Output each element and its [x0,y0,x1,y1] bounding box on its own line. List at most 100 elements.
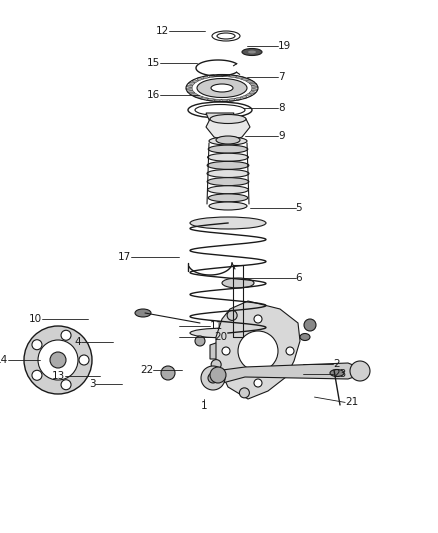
Polygon shape [186,85,193,88]
Polygon shape [229,75,238,78]
Circle shape [32,340,42,350]
Text: 4: 4 [74,337,81,347]
Polygon shape [249,83,257,85]
Circle shape [238,331,278,371]
Ellipse shape [208,185,248,194]
Text: 17: 17 [118,252,131,262]
Polygon shape [249,91,256,94]
Circle shape [210,367,226,383]
Ellipse shape [208,194,248,202]
Polygon shape [243,337,266,359]
Ellipse shape [190,217,266,229]
Text: 3: 3 [89,379,95,389]
Circle shape [38,340,78,380]
Ellipse shape [216,136,240,144]
Polygon shape [190,93,198,95]
Circle shape [254,379,262,387]
Bar [227,323,249,363]
Text: 10: 10 [28,314,42,324]
Ellipse shape [207,161,249,169]
Ellipse shape [242,49,262,55]
Circle shape [208,373,218,383]
Circle shape [50,352,66,368]
Polygon shape [210,337,233,359]
Polygon shape [251,85,258,88]
Circle shape [222,347,230,355]
Circle shape [24,326,92,394]
Polygon shape [187,91,195,93]
Ellipse shape [222,278,254,288]
Circle shape [61,330,71,340]
Text: 23: 23 [333,369,346,379]
Circle shape [79,355,89,365]
Text: 9: 9 [278,131,285,141]
Text: 12: 12 [155,26,169,36]
Text: 16: 16 [147,90,160,100]
Text: 15: 15 [147,58,160,68]
Text: 21: 21 [345,398,358,407]
Text: 8: 8 [278,103,285,112]
Polygon shape [229,98,235,101]
Polygon shape [245,93,252,96]
Circle shape [161,366,175,380]
Polygon shape [188,82,195,85]
Polygon shape [235,97,241,100]
Ellipse shape [209,202,247,210]
Text: 22: 22 [140,366,153,375]
Text: 5: 5 [296,203,302,213]
Polygon shape [186,88,193,91]
Circle shape [350,361,370,381]
Ellipse shape [210,115,246,124]
Circle shape [61,379,71,390]
Polygon shape [245,80,254,83]
Ellipse shape [212,31,240,41]
Polygon shape [222,75,230,77]
Circle shape [211,360,221,369]
Text: 11: 11 [210,321,223,331]
Text: 7: 7 [278,72,285,82]
Polygon shape [203,76,209,79]
Text: 6: 6 [296,273,302,283]
Ellipse shape [211,84,233,92]
Ellipse shape [208,154,248,161]
Ellipse shape [197,78,247,98]
Circle shape [195,336,205,346]
Polygon shape [197,77,203,81]
Text: 1: 1 [200,401,207,411]
Polygon shape [191,79,198,83]
Polygon shape [241,78,250,81]
Polygon shape [216,301,300,399]
Text: 14: 14 [0,355,8,365]
Polygon shape [214,99,222,102]
Polygon shape [200,97,209,100]
Circle shape [32,370,42,380]
Text: 13: 13 [52,371,65,381]
Ellipse shape [248,51,256,53]
Polygon shape [235,76,244,79]
Ellipse shape [227,319,249,327]
Polygon shape [241,95,247,99]
Ellipse shape [330,369,344,376]
Polygon shape [206,113,234,122]
Circle shape [286,347,294,355]
Circle shape [201,366,225,390]
Circle shape [227,310,237,320]
Polygon shape [215,74,222,77]
Ellipse shape [207,169,249,177]
Polygon shape [209,75,215,78]
Polygon shape [194,95,203,98]
Ellipse shape [135,309,151,317]
Text: 2: 2 [333,359,339,368]
Circle shape [304,319,316,331]
Ellipse shape [208,145,248,153]
Polygon shape [206,119,250,141]
Ellipse shape [300,334,310,341]
Ellipse shape [207,177,249,185]
Text: 20: 20 [215,332,228,342]
Ellipse shape [227,359,249,367]
Polygon shape [251,88,258,91]
Text: 19: 19 [278,42,291,51]
Polygon shape [222,99,229,102]
Circle shape [254,315,262,323]
Ellipse shape [190,328,266,338]
